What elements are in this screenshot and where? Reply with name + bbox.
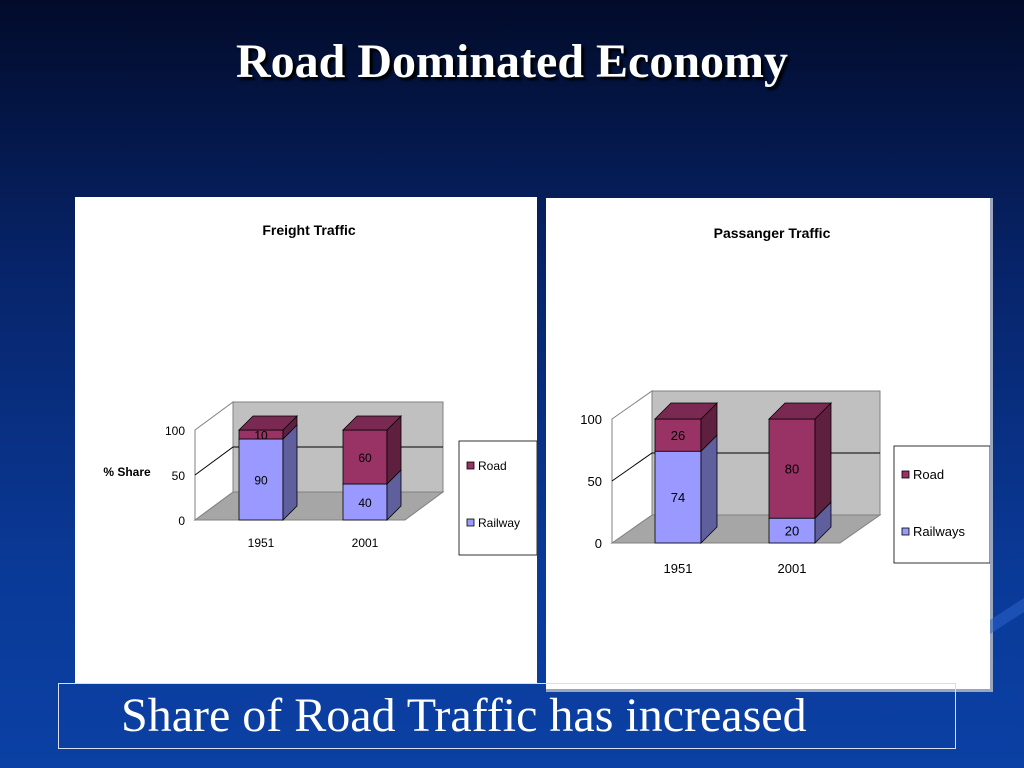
data-label: 20	[785, 524, 799, 539]
legend-box	[458, 440, 537, 556]
data-label: 40	[358, 496, 372, 510]
legend-label-railway: Railway	[478, 516, 520, 530]
freight-chart-panel: Freight Traffic 0 50 100 % Share 90 10 1951 40 60…	[75, 197, 537, 684]
bar-segment-road	[654, 418, 702, 452]
data-label: 10	[254, 429, 268, 443]
bar-top-road	[768, 402, 832, 420]
y-tick-label: 0	[178, 514, 185, 528]
bar-segment-road	[342, 429, 388, 485]
passenger-chart: Passanger Traffic 0 50 100 74 26 1951 20 80 2001 R…	[580, 225, 990, 576]
y-tick-label: 50	[588, 474, 602, 489]
bar-top-road	[342, 415, 402, 431]
chart-title: Passanger Traffic	[714, 225, 831, 241]
freight-chart: Freight Traffic 0 50 100 % Share 90 10 1951 40 60…	[103, 222, 537, 556]
bar-segment-railway	[238, 438, 284, 521]
bar-side-railway	[282, 424, 298, 521]
legend-swatch-railway	[466, 518, 475, 527]
legend-swatch-railways	[901, 527, 910, 536]
caption-box: Share of Road Traffic has increased	[58, 683, 956, 749]
floor	[610, 514, 882, 544]
legend-swatch-road	[466, 461, 475, 470]
x-tick-label: 2001	[352, 536, 379, 550]
legend-box	[893, 445, 990, 564]
slide-title: Road Dominated Economy	[235, 35, 789, 88]
bar-segment-railways	[654, 450, 702, 544]
x-tick-label: 2001	[778, 561, 807, 576]
data-label: 90	[254, 474, 268, 488]
bar-side-railways	[700, 434, 718, 544]
data-label: 26	[671, 428, 685, 443]
bar-segment-road	[768, 418, 816, 519]
chart-title: Freight Traffic	[262, 222, 356, 238]
bar-segment-railway	[342, 483, 388, 521]
bar-side-road	[814, 402, 832, 520]
passenger-chart-panel: Passanger Traffic 0 50 100 74 26 1951 20 80 2001 R…	[546, 198, 993, 692]
data-label: 74	[671, 490, 685, 505]
x-tick-label: 1951	[248, 536, 275, 550]
y-tick-label: 100	[580, 412, 602, 427]
data-label: 60	[358, 451, 372, 465]
y-tick-label: 50	[172, 469, 186, 483]
legend-label-railways: Railways	[913, 524, 966, 539]
bar-top-road	[238, 415, 298, 431]
y-axis-label: % Share	[103, 465, 151, 479]
data-label: 80	[785, 462, 799, 477]
floor	[193, 491, 445, 521]
caption-text: Share of Road Traffic has increased	[121, 689, 807, 742]
legend-label-road: Road	[913, 467, 944, 482]
y-tick-label: 0	[595, 536, 602, 551]
bar-top-road	[654, 402, 718, 420]
decorative-stripe	[990, 598, 1024, 634]
legend-swatch-road	[901, 470, 910, 479]
x-tick-label: 1951	[664, 561, 693, 576]
legend-label-road: Road	[478, 459, 507, 473]
y-tick-label: 100	[165, 424, 185, 438]
